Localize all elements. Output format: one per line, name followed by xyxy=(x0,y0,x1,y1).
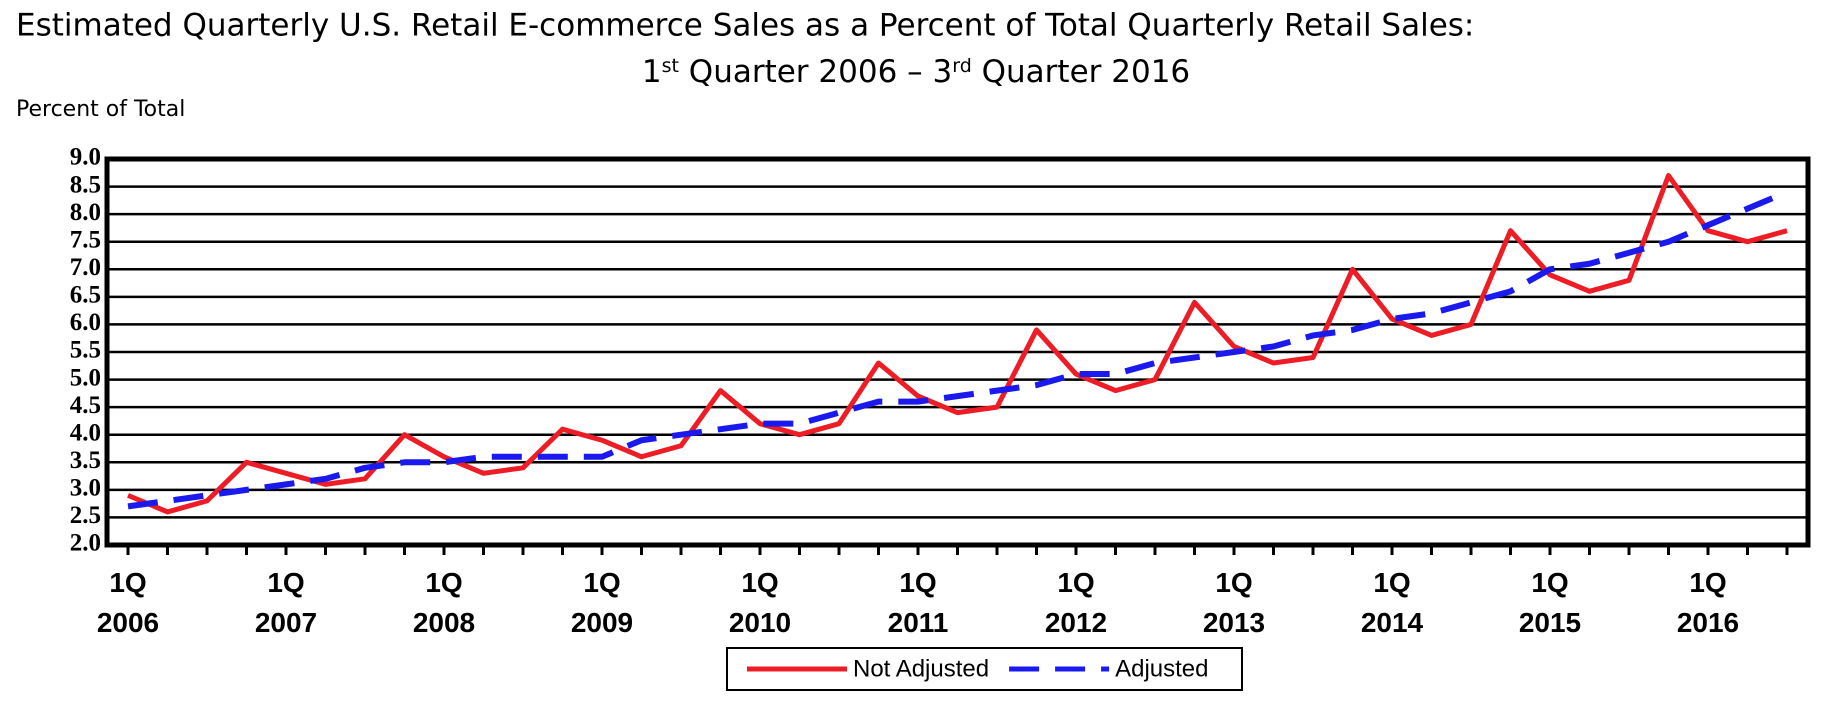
x-tick-label-text: 1Q 2012 xyxy=(1044,567,1108,638)
x-tick-label-text: 1Q 2008 xyxy=(412,567,476,638)
x-tick-label-text: 1Q 2014 xyxy=(1360,567,1424,638)
subtitle-part: rd xyxy=(952,55,972,77)
x-tick-label: 1Q 2010 xyxy=(728,567,792,638)
x-tick-label-text: 1Q 2007 xyxy=(254,567,318,638)
x-tick-label: 1Q 2012 xyxy=(1044,567,1108,638)
y-tick-label: 3.5 xyxy=(70,447,101,474)
x-tick-label: 1Q 2009 xyxy=(570,567,634,638)
x-tick-label: 1Q 2006 xyxy=(96,567,160,638)
x-tick-label: 1Q 2007 xyxy=(254,567,318,638)
y-tick-label: 7.5 xyxy=(70,226,101,253)
y-tick-label: 8.5 xyxy=(70,171,101,198)
series-line xyxy=(127,173,1788,515)
y-tick-label: 2.0 xyxy=(70,530,101,557)
subtitle-part: Quarter 2016 xyxy=(972,54,1190,90)
series-line xyxy=(127,189,1789,510)
y-tick-label: 4.5 xyxy=(70,392,101,419)
y-tick-label: 8.0 xyxy=(70,199,101,226)
subtitle-part: 1 xyxy=(642,54,662,90)
x-tick-label-text: 1Q 2015 xyxy=(1518,567,1582,638)
x-tick-label: 1Q 2014 xyxy=(1360,567,1424,638)
subtitle-part: st xyxy=(662,55,679,77)
x-tick-label: 1Q 2008 xyxy=(412,567,476,638)
x-tick-label-text: 1Q 2010 xyxy=(728,567,792,638)
y-tick-label: 6.5 xyxy=(70,282,101,309)
y-tick-label: 5.5 xyxy=(70,337,101,364)
legend-label: Not Adjusted xyxy=(853,655,989,682)
x-tick-label: 1Q 2016 xyxy=(1676,567,1740,638)
x-tick-label-text: 1Q 2013 xyxy=(1202,567,1266,638)
y-tick-label: 7.0 xyxy=(70,254,101,281)
x-tick-label-text: 1Q 2006 xyxy=(96,567,160,638)
chart-subtitle: 1st Quarter 2006 – 3rd Quarter 2016 xyxy=(642,54,1190,90)
y-tick-label: 2.5 xyxy=(70,502,101,529)
x-tick-label-text: 1Q 2011 xyxy=(887,567,949,638)
legend-label: Adjusted xyxy=(1115,655,1208,682)
y-tick-label: 6.0 xyxy=(70,309,101,336)
x-tick-label: 1Q 2015 xyxy=(1518,567,1582,638)
y-tick-label: 9.0 xyxy=(70,144,101,171)
x-tick-label-text: 1Q 2016 xyxy=(1676,567,1740,638)
y-tick-label: 4.0 xyxy=(70,419,101,446)
chart-title: Estimated Quarterly U.S. Retail E-commer… xyxy=(16,8,1474,44)
x-tick-label: 1Q 2013 xyxy=(1202,567,1266,638)
y-axis-label: Percent of Total xyxy=(16,97,185,122)
subtitle-part: Quarter 2006 – 3 xyxy=(679,54,952,90)
x-tick-label: 1Q 2011 xyxy=(887,567,949,638)
x-tick-label-text: 1Q 2009 xyxy=(570,567,634,638)
y-tick-label: 5.0 xyxy=(70,364,101,391)
y-tick-label: 3.0 xyxy=(70,475,101,502)
